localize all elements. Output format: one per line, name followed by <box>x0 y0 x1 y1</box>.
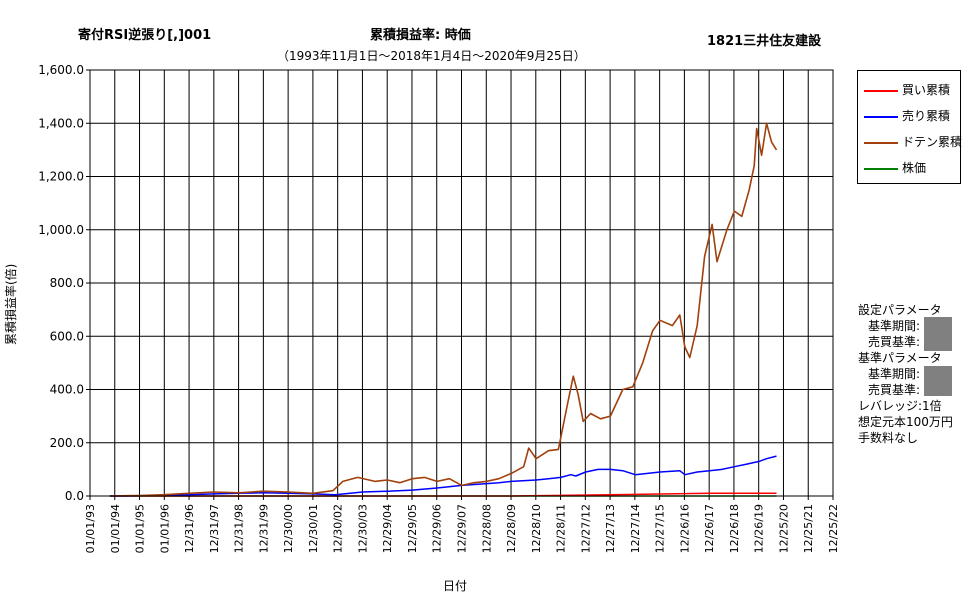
x-tick-label: 12/26/16 <box>678 504 691 553</box>
x-tick-label: 12/25/21 <box>802 504 815 553</box>
legend-label-sell: 売り累積 <box>902 109 951 123</box>
x-tick-label: 12/28/10 <box>530 504 543 553</box>
y-tick-label: 400.0 <box>50 383 84 397</box>
x-tick-label: 12/31/99 <box>257 504 270 553</box>
y-tick-label: 200.0 <box>50 436 84 450</box>
x-tick-label: 12/27/13 <box>604 504 617 553</box>
x-axis-label: 日付 <box>443 579 468 593</box>
redacted-box-1 <box>924 317 952 351</box>
legend-item-price: 株価 <box>864 159 926 176</box>
x-tick-label: 12/25/20 <box>777 504 790 553</box>
x-tick-label: 12/28/09 <box>505 504 518 553</box>
y-tick-label: 1,000.0 <box>38 223 84 237</box>
param-heading-base: 基準パラメータ <box>858 351 942 365</box>
legend-swatch-sell <box>864 115 898 118</box>
param-fee: 手数料なし <box>858 431 919 445</box>
x-tick-label: 01/01/93 <box>84 504 97 553</box>
param-criteria-1: 売買基準: <box>868 335 921 349</box>
x-tick-label: 01/01/94 <box>109 504 122 553</box>
legend-swatch-price <box>864 167 898 170</box>
x-tick-label: 12/29/06 <box>431 504 444 553</box>
stock-title: 1821三井住友建設 <box>707 34 822 49</box>
param-capital: 想定元本100万円 <box>858 415 953 429</box>
x-tick-label: 12/28/08 <box>480 504 493 553</box>
x-tick-label: 12/29/05 <box>406 504 419 553</box>
series-doten-line <box>109 122 778 497</box>
series-sell-line <box>109 455 777 497</box>
x-tick-label: 12/31/97 <box>208 504 221 553</box>
legend-item-sell: 売り累積 <box>864 107 950 124</box>
parameter-panel: 設定パラメータ 基準期間: 売買基準: 基準パラメータ 基準期間: 売買基準: … <box>858 302 953 446</box>
y-axis-label: 累積損益率(倍) <box>4 263 18 345</box>
x-tick-label: 12/31/96 <box>183 504 196 553</box>
param-leverage: レバレッジ:1倍 <box>858 399 942 413</box>
legend: 買い累積 売り累積 ドテン累積 株価 <box>857 70 962 184</box>
y-tick-label: 1,200.0 <box>38 170 84 184</box>
x-tick-label: 12/27/15 <box>654 504 667 553</box>
redacted-box-2 <box>924 366 952 396</box>
y-tick-label: 600.0 <box>50 329 84 343</box>
x-tick-label: 12/31/98 <box>233 504 246 553</box>
x-tick-label: 12/30/01 <box>307 504 320 553</box>
x-tick-label: 12/30/00 <box>282 504 295 553</box>
legend-swatch-doten <box>864 141 898 144</box>
legend-item-buy: 買い累積 <box>864 81 950 98</box>
x-tick-label: 12/26/17 <box>703 504 716 553</box>
x-tick-label: 12/28/11 <box>555 504 568 553</box>
y-tick-label: 1,600.0 <box>38 63 84 77</box>
legend-label-buy: 買い累積 <box>902 83 951 97</box>
x-tick-label: 01/01/96 <box>158 504 171 553</box>
param-period-2: 基準期間: <box>868 367 921 381</box>
x-tick-label: 12/25/22 <box>827 504 840 553</box>
chart-title: 累積損益率: 時価 <box>370 28 471 43</box>
legend-label-price: 株価 <box>902 161 927 175</box>
x-tick-label: 12/27/14 <box>629 504 642 553</box>
legend-swatch-buy <box>864 89 898 92</box>
x-tick-label: 12/29/07 <box>456 504 469 553</box>
strategy-title: 寄付RSI逆張り[,]001 <box>78 28 212 43</box>
legend-item-doten: ドテン累積 <box>864 133 962 150</box>
x-tick-label: 01/01/95 <box>134 504 147 553</box>
param-heading-settings: 設定パラメータ <box>858 303 942 317</box>
param-period-1: 基準期間: <box>868 319 921 333</box>
x-tick-label: 12/26/18 <box>728 504 741 553</box>
x-tick-label: 12/29/04 <box>381 504 394 553</box>
x-tick-label: 12/30/03 <box>356 504 369 553</box>
legend-label-doten: ドテン累積 <box>902 135 963 149</box>
param-criteria-2: 売買基準: <box>868 383 921 397</box>
x-tick-label: 12/26/19 <box>753 504 766 553</box>
y-tick-label: 0.0 <box>65 489 84 503</box>
y-tick-label: 1,400.0 <box>38 116 84 130</box>
x-tick-label: 12/30/02 <box>332 504 345 553</box>
x-tick-label: 12/27/12 <box>579 504 592 553</box>
date-range-subtitle: （1993年11月1日～2018年1月4日～2020年9月25日） <box>277 49 586 63</box>
y-tick-label: 800.0 <box>50 276 84 290</box>
